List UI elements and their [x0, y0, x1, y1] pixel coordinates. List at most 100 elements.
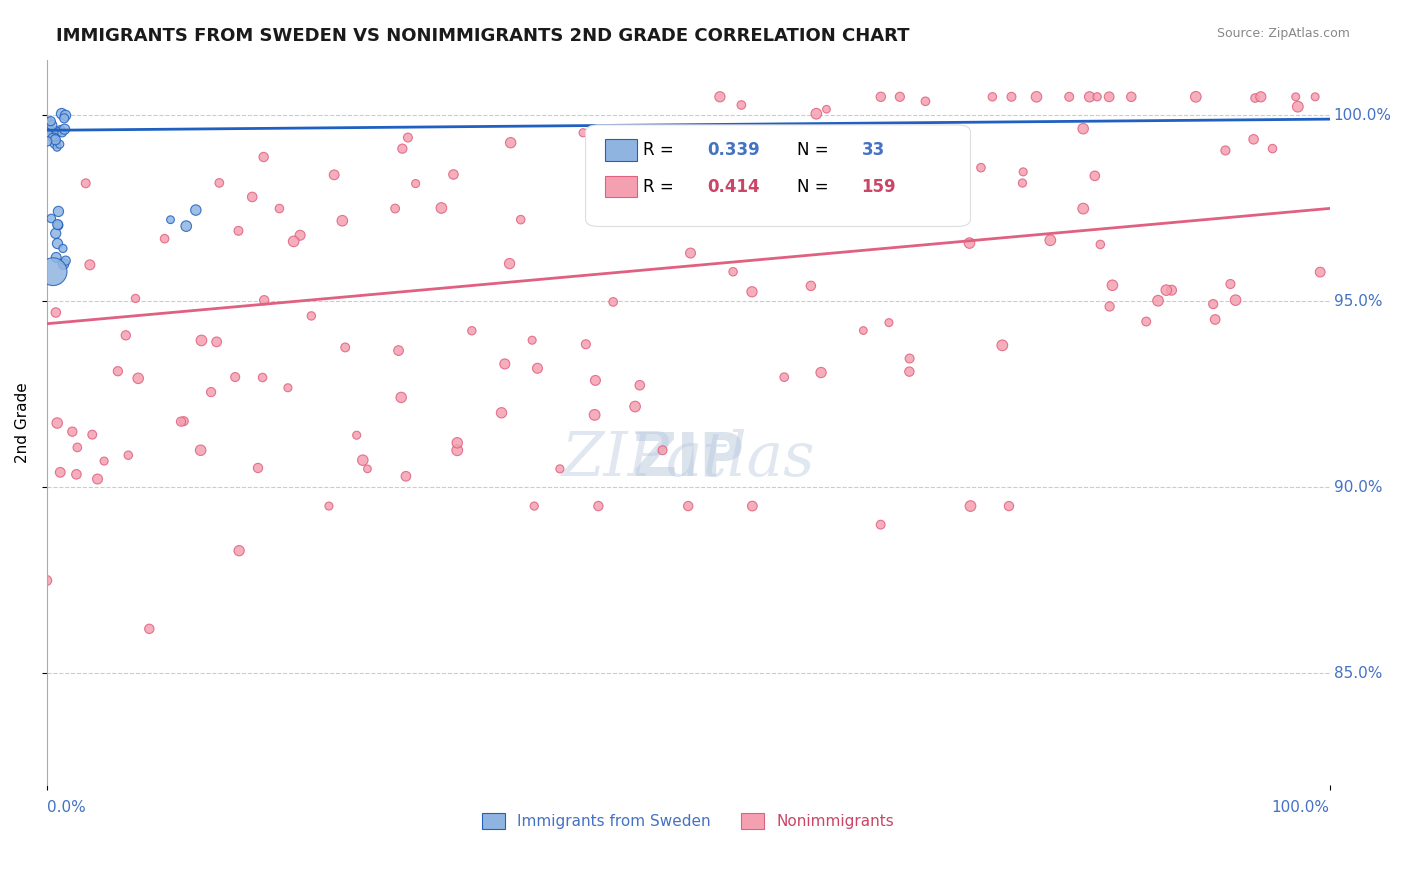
Point [526, 361, 548, 376]
Point [52, 257, 75, 271]
Point [247, 461, 270, 475]
Point [52, 242, 75, 256]
Text: 33: 33 [862, 141, 884, 160]
Point [949, 133, 972, 147]
Point [730, 98, 752, 112]
Point [46, 219, 69, 233]
Point [253, 150, 276, 164]
Point [37, 115, 59, 129]
Point [1011, 176, 1033, 190]
Point [170, 415, 193, 429]
Point [93, 454, 115, 468]
Point [810, 366, 832, 380]
Point [82, 427, 104, 442]
Text: 85.0%: 85.0% [1333, 666, 1382, 681]
FancyBboxPatch shape [605, 139, 637, 161]
Point [53, 112, 76, 126]
Point [60, 425, 83, 439]
Point [628, 378, 651, 392]
FancyBboxPatch shape [585, 125, 970, 227]
Point [46, 140, 69, 154]
Point [1225, 293, 1247, 307]
Point [1025, 90, 1047, 104]
Point [981, 90, 1004, 104]
Point [741, 285, 763, 299]
Point [200, 385, 222, 400]
Point [1156, 283, 1178, 297]
Point [335, 340, 357, 354]
Text: R =: R = [644, 141, 679, 160]
Point [970, 161, 993, 175]
Point [323, 168, 346, 182]
Point [1303, 90, 1326, 104]
Text: R =: R = [644, 178, 679, 195]
Text: N =: N = [797, 178, 834, 195]
Point [1286, 100, 1309, 114]
Point [1184, 90, 1206, 104]
Point [48, 137, 70, 152]
Point [46, 218, 69, 232]
Point [882, 189, 904, 203]
Point [1244, 91, 1267, 105]
Point [107, 364, 129, 378]
Text: 0.339: 0.339 [707, 141, 761, 160]
Point [269, 202, 291, 216]
Point [45, 127, 67, 141]
Point [1000, 90, 1022, 104]
Point [1160, 283, 1182, 297]
Point [384, 202, 406, 216]
Text: 0.414: 0.414 [707, 178, 761, 195]
Point [959, 236, 981, 251]
Point [1121, 90, 1143, 104]
Point [66, 441, 89, 455]
Point [581, 202, 603, 217]
Point [395, 469, 418, 483]
Point [138, 622, 160, 636]
Point [494, 357, 516, 371]
Point [1039, 233, 1062, 247]
Point [815, 102, 838, 116]
Point [51, 106, 73, 120]
Point [1101, 278, 1123, 293]
Point [1261, 142, 1284, 156]
Point [330, 213, 353, 227]
Point [75, 176, 97, 190]
Point [283, 235, 305, 249]
Point [800, 278, 823, 293]
Point [37, 126, 59, 140]
Point [676, 499, 699, 513]
Point [39, 114, 62, 128]
Point [852, 324, 875, 338]
Text: Source: ZipAtlas.com: Source: ZipAtlas.com [1216, 27, 1350, 40]
Point [869, 90, 891, 104]
Legend: Immigrants from Sweden, Nonimmigrants: Immigrants from Sweden, Nonimmigrants [477, 807, 900, 836]
Point [1098, 300, 1121, 314]
Point [1085, 90, 1108, 104]
Point [55, 253, 77, 268]
Point [208, 176, 231, 190]
Point [991, 338, 1014, 352]
Point [41, 130, 63, 145]
Point [1219, 277, 1241, 291]
Point [1285, 90, 1308, 104]
Point [461, 324, 484, 338]
FancyBboxPatch shape [605, 176, 637, 197]
Point [509, 212, 531, 227]
Point [1098, 90, 1121, 104]
Point [523, 499, 546, 513]
Point [49, 466, 72, 480]
Point [679, 246, 702, 260]
Point [793, 141, 815, 155]
Point [869, 517, 891, 532]
Point [117, 448, 139, 462]
Point [583, 408, 606, 422]
Point [446, 435, 468, 450]
Point [352, 453, 374, 467]
Point [44, 136, 66, 151]
Point [46, 236, 69, 251]
Text: 95.0%: 95.0% [1333, 294, 1382, 309]
Point [1215, 144, 1237, 158]
Point [53, 122, 76, 136]
Text: 100.0%: 100.0% [1333, 108, 1392, 123]
Point [430, 201, 453, 215]
